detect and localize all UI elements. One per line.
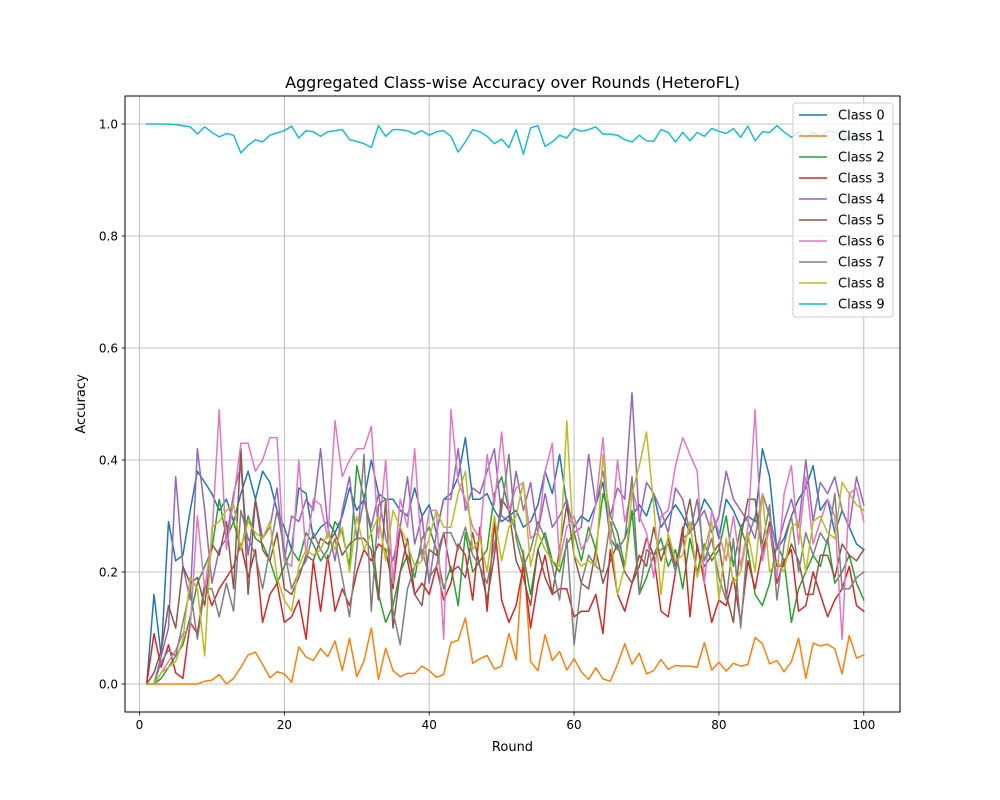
y-axis-label: Accuracy [74,374,89,434]
x-tick-label: 0 [136,718,144,732]
series-lines [145,123,865,686]
x-axis-label: Round [492,740,533,755]
legend-label-class-7: Class 7 [838,256,885,271]
legend-label-class-3: Class 3 [838,172,885,187]
y-tick-label: 0.6 [99,342,118,356]
legend-label-class-5: Class 5 [838,214,885,229]
series-line-class-6 [145,408,865,685]
series-line-class-8 [145,420,865,685]
x-axis-ticks: 0 20 40 60 80 100 [136,712,875,732]
grid-lines [125,96,900,712]
series-line-class-5 [145,448,865,686]
legend-label-class-6: Class 6 [838,235,885,250]
y-axis-ticks: 0.0 0.2 0.4 0.6 0.8 1.0 [99,118,125,692]
y-tick-label: 0.4 [99,454,118,468]
y-tick-label: 1.0 [99,118,118,132]
legend-label-class-4: Class 4 [838,193,885,208]
chart-title: Aggregated Class-wise Accuracy over Roun… [285,73,740,92]
series-line-class-2 [145,464,865,685]
x-tick-label: 60 [566,718,581,732]
plot-frame [124,95,901,713]
x-tick-label: 20 [277,718,292,732]
y-tick-label: 0.8 [99,230,118,244]
series-line-class-9 [145,123,865,155]
x-tick-label: 80 [711,718,726,732]
x-tick-label: 40 [422,718,437,732]
legend-label-class-2: Class 2 [838,151,885,166]
y-tick-label: 0.0 [99,678,118,692]
legend-label-class-8: Class 8 [838,277,885,292]
legend-label-class-9: Class 9 [838,298,885,313]
legend-label-class-0: Class 0 [838,109,885,124]
series-line-class-1 [145,549,865,685]
x-tick-label: 100 [852,718,875,732]
legend-label-class-1: Class 1 [838,130,885,145]
y-tick-label: 0.2 [99,566,118,580]
legend: Class 0 Class 1 Class 2 Class 3 Class 4 Class… [792,102,894,318]
series-line-class-7 [145,453,865,685]
